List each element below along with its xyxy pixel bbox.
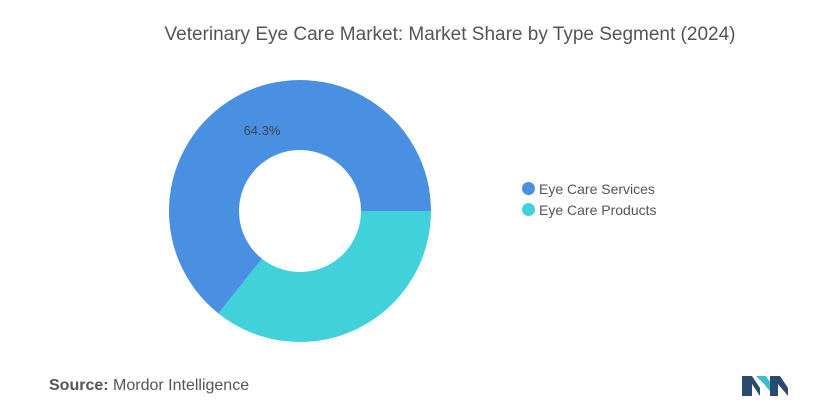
chart-title: Veterinary Eye Care Market: Market Share…	[164, 24, 736, 45]
donut-slice-eye-care-products	[218, 211, 431, 342]
legend-item-eye-care-products: Eye Care Products	[522, 199, 657, 220]
source-text: Mordor Intelligence	[113, 377, 250, 394]
logo-shape-left	[742, 376, 760, 396]
mordor-intelligence-logo-icon	[742, 376, 788, 396]
data-label-eye-care-services: 64.3%	[244, 123, 281, 138]
legend-label-eye-care-services: Eye Care Services	[539, 180, 655, 197]
source-label: Source:	[49, 377, 109, 394]
legend-swatch-eye-care-services	[522, 182, 535, 195]
legend-label-eye-care-products: Eye Care Products	[539, 201, 657, 218]
logo-shape-right	[770, 376, 788, 396]
legend-item-eye-care-services: Eye Care Services	[522, 178, 657, 199]
legend-swatch-eye-care-products	[522, 203, 535, 216]
donut-slice-eye-care-services	[168, 79, 431, 314]
source-note: Source: Mordor Intelligence	[49, 377, 249, 395]
chart-legend: Eye Care Services Eye Care Products	[522, 178, 657, 220]
